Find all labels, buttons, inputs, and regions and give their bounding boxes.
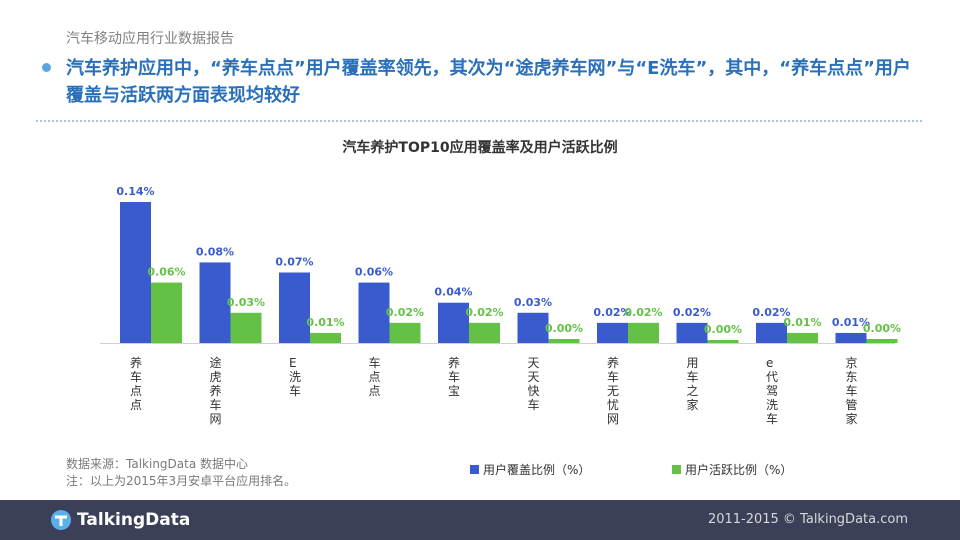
category-label: 养车无忧网 <box>607 355 619 426</box>
bar <box>548 338 580 343</box>
category-label: E 洗车 <box>289 356 301 398</box>
legend-coverage: 用户覆盖比例（%） <box>470 461 590 478</box>
category-label: 途虎养车网 <box>210 355 222 426</box>
report-subtitle: 汽车移动应用行业数据报告 <box>66 31 234 47</box>
data-label: 0.00% <box>545 322 583 335</box>
source-line: 数据来源：TalkingData 数据中心 <box>66 457 249 471</box>
bar <box>756 322 787 343</box>
data-label: 0.01% <box>783 316 821 329</box>
data-label: 0.02% <box>673 306 711 319</box>
legend-coverage-label: 用户覆盖比例（%） <box>483 463 591 477</box>
data-label: 0.08% <box>196 245 234 258</box>
bar <box>389 322 421 343</box>
data-label: 0.00% <box>863 322 901 335</box>
data-label: 0.02% <box>386 306 424 319</box>
category-label: 车点点 <box>369 355 381 398</box>
copyright: 2011-2015 © TalkingData.com <box>707 512 908 527</box>
legend-active-swatch <box>672 465 681 474</box>
data-label: 0.03% <box>227 296 265 309</box>
bar <box>310 332 341 343</box>
footer-bar: TalkingData 2011-2015 © TalkingData.com <box>0 500 960 540</box>
bar <box>199 262 231 343</box>
bar <box>120 202 151 343</box>
category-label: 养车宝 <box>448 355 460 398</box>
bar <box>787 332 818 343</box>
bar <box>676 322 708 343</box>
data-label: 0.01% <box>832 316 870 329</box>
bar <box>358 282 390 343</box>
data-label: 0.07% <box>275 256 313 269</box>
legend-coverage-swatch <box>470 465 479 474</box>
bar <box>151 282 182 343</box>
bar <box>438 302 469 343</box>
category-label: 天天快车 <box>528 356 540 412</box>
bar <box>597 322 628 343</box>
category-label: 京东车管家 <box>846 356 858 426</box>
dotted-divider <box>36 120 922 122</box>
bar <box>517 312 549 343</box>
legend-active: 用户活跃比例（%） <box>672 461 792 478</box>
data-label: 0.02% <box>593 306 631 319</box>
bar <box>230 312 262 343</box>
category-label: e 代驾洗车 <box>766 356 778 426</box>
bar <box>279 272 310 343</box>
bar <box>835 332 867 343</box>
note-line: 注：以上为2015年3月安卓平台应用排名。 <box>66 474 297 488</box>
data-label: 0.06% <box>147 266 185 279</box>
logo-icon <box>51 510 71 530</box>
bar <box>469 322 500 343</box>
chart-title: 汽车养护TOP10应用覆盖率及用户活跃比例 <box>342 140 618 156</box>
bullet-dot <box>42 63 51 72</box>
bar-chart: 0.14% 0.06% 养车点点 0.08% 0.03% 途虎养车网 0.07% 0.01% E… <box>100 185 901 426</box>
data-label: 0.00% <box>704 323 742 336</box>
data-label: 0.03% <box>514 296 552 309</box>
data-label: 0.14% <box>116 185 154 198</box>
data-label: 0.02% <box>624 306 662 319</box>
data-source-note: 数据来源：TalkingData 数据中心 注：以上为2015年3月安卓平台应用… <box>66 456 296 490</box>
data-label: 0.04% <box>434 286 472 299</box>
logo-text: TalkingData <box>77 510 191 530</box>
bar <box>866 338 898 343</box>
category-label: 用车之家 <box>687 356 699 412</box>
data-label: 0.02% <box>752 306 790 319</box>
data-label: 0.01% <box>306 316 344 329</box>
data-label: 0.02% <box>465 306 503 319</box>
talkingdata-logo: TalkingData <box>50 509 190 531</box>
data-label: 0.06% <box>355 266 393 279</box>
bar <box>628 322 659 343</box>
bar <box>707 339 739 343</box>
legend-active-label: 用户活跃比例（%） <box>685 463 793 477</box>
headline: 汽车养护应用中，“养车点点”用户覆盖率领先，其次为“途虎养车网”与“E洗车”，其… <box>66 58 911 106</box>
category-label: 养车点点 <box>130 355 142 412</box>
